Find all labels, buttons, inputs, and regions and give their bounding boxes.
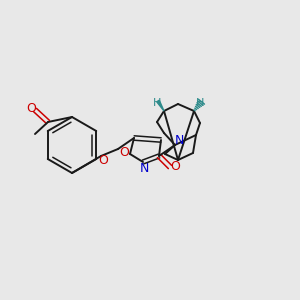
Text: H: H bbox=[153, 98, 161, 108]
Text: H: H bbox=[196, 98, 204, 108]
Text: N: N bbox=[139, 161, 149, 175]
Text: O: O bbox=[170, 160, 180, 172]
Polygon shape bbox=[157, 100, 164, 111]
Text: O: O bbox=[26, 101, 36, 115]
Text: O: O bbox=[98, 154, 108, 166]
Text: N: N bbox=[174, 134, 184, 146]
Text: O: O bbox=[119, 146, 129, 160]
